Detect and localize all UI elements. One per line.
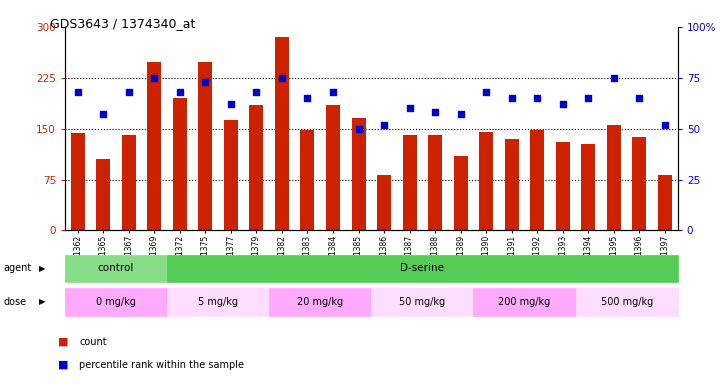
- Text: dose: dose: [4, 297, 27, 307]
- Point: [200, 79, 211, 85]
- Point: [430, 109, 441, 116]
- Text: 50 mg/kg: 50 mg/kg: [399, 297, 446, 307]
- Text: 500 mg/kg: 500 mg/kg: [601, 297, 653, 307]
- Point: [455, 111, 466, 118]
- Bar: [607, 125, 621, 230]
- Text: ▶: ▶: [39, 264, 45, 273]
- Bar: [173, 98, 187, 230]
- Point: [276, 74, 288, 81]
- Point: [174, 89, 185, 95]
- Bar: [632, 137, 647, 230]
- Point: [379, 121, 390, 127]
- Text: ■: ■: [58, 337, 68, 347]
- Bar: [658, 175, 672, 230]
- Bar: [96, 159, 110, 230]
- Bar: [428, 136, 442, 230]
- Point: [251, 89, 262, 95]
- Text: 200 mg/kg: 200 mg/kg: [498, 297, 551, 307]
- Point: [97, 111, 109, 118]
- Point: [531, 95, 543, 101]
- Bar: [505, 139, 519, 230]
- Point: [608, 74, 619, 81]
- Text: 0 mg/kg: 0 mg/kg: [96, 297, 136, 307]
- Point: [225, 101, 236, 107]
- Bar: [326, 105, 340, 230]
- Text: 5 mg/kg: 5 mg/kg: [198, 297, 238, 307]
- Bar: [377, 175, 391, 230]
- Bar: [352, 118, 366, 230]
- Text: agent: agent: [4, 263, 32, 273]
- Point: [327, 89, 339, 95]
- Text: ■: ■: [58, 360, 68, 370]
- Point: [123, 89, 135, 95]
- Bar: [581, 144, 596, 230]
- Point: [301, 95, 313, 101]
- Point: [72, 89, 84, 95]
- Point: [557, 101, 569, 107]
- Bar: [249, 105, 263, 230]
- Bar: [198, 62, 213, 230]
- Bar: [479, 132, 493, 230]
- Point: [634, 95, 645, 101]
- Text: D-serine: D-serine: [400, 263, 444, 273]
- Text: 20 mg/kg: 20 mg/kg: [297, 297, 343, 307]
- Point: [404, 105, 415, 111]
- Bar: [71, 133, 84, 230]
- Point: [659, 121, 671, 127]
- Bar: [454, 156, 468, 230]
- Bar: [301, 130, 314, 230]
- Bar: [275, 37, 289, 230]
- Point: [506, 95, 518, 101]
- Bar: [224, 120, 238, 230]
- Text: ▶: ▶: [39, 297, 45, 306]
- Text: control: control: [98, 263, 134, 273]
- Point: [480, 89, 492, 95]
- Text: count: count: [79, 337, 107, 347]
- Text: percentile rank within the sample: percentile rank within the sample: [79, 360, 244, 370]
- Bar: [530, 130, 544, 230]
- Bar: [122, 136, 136, 230]
- Point: [583, 95, 594, 101]
- Text: GDS3643 / 1374340_at: GDS3643 / 1374340_at: [50, 17, 196, 30]
- Point: [353, 126, 364, 132]
- Bar: [147, 62, 162, 230]
- Bar: [402, 136, 417, 230]
- Point: [149, 74, 160, 81]
- Bar: [556, 142, 570, 230]
